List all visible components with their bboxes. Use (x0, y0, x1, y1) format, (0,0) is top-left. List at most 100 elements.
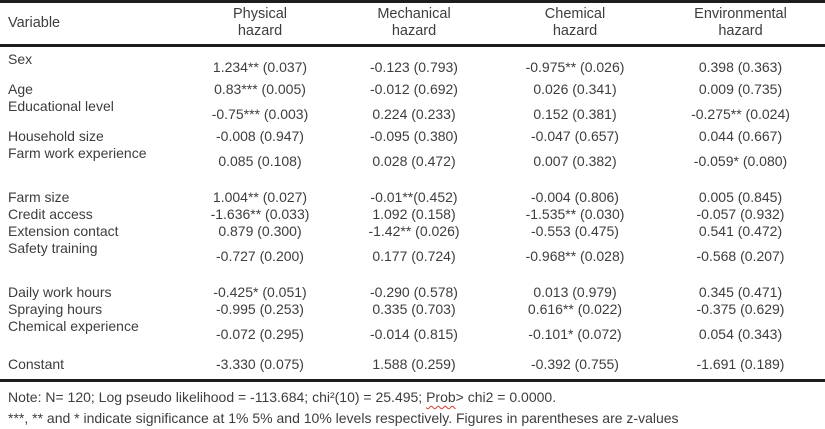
physical-hazard-cell: -0.995 (0.253) (216, 301, 304, 317)
table-notes: Note: N= 120; Log pseudo likelihood = -1… (0, 382, 825, 429)
spellchecked-word: Prob (426, 389, 456, 405)
column-header-environmental-hazard: Environmental hazard (656, 6, 825, 40)
chemical-hazard-cell: -0.047 (0.657) (531, 128, 619, 144)
column-header-line2: hazard (552, 23, 598, 39)
column-header-line2: hazard (237, 23, 283, 39)
physical-hazard-cell: 0.83*** (0.005) (214, 81, 306, 97)
column-header-line1: Mechanical (377, 6, 451, 22)
variable-label: Constant (8, 356, 65, 372)
chemical-hazard-cell: 0.026 (0.341) (533, 81, 617, 97)
table-row: Spraying hours -0.995 (0.253) 0.335 (0.7… (0, 301, 825, 317)
mechanical-hazard-cell: -1.42** (0.026) (368, 223, 460, 239)
chemical-hazard-cell: 0.616** (0.022) (527, 301, 623, 317)
table-row: Daily work hours -0.425* (0.051) -0.290 … (0, 284, 825, 300)
physical-hazard-cell: 0.085 (0.108) (218, 153, 302, 169)
variable-label: Household size (8, 128, 104, 144)
environmental-hazard-cell: -0.057 (0.932) (696, 206, 785, 222)
mechanical-hazard-cell: 0.224 (0.233) (372, 106, 456, 122)
mechanical-hazard-cell: -0.014 (0.815) (370, 326, 458, 342)
mechanical-hazard-cell: -0.012 (0.692) (370, 81, 458, 97)
chemical-hazard-cell: -0.392 (0.755) (531, 356, 619, 372)
mechanical-hazard-cell: 0.335 (0.703) (372, 301, 456, 317)
table-row: Age 0.83*** (0.005) -0.012 (0.692) 0.026… (0, 81, 825, 97)
chemical-hazard-cell: -1.535** (0.030) (525, 206, 625, 222)
mechanical-hazard-cell: 1.092 (0.158) (372, 206, 456, 222)
table-row: Educational level -0.75*** (0.003) 0.224… (0, 98, 825, 122)
note-text: > chi2 = 0.0000. (455, 389, 557, 405)
environmental-hazard-cell: 0.398 (0.363) (698, 59, 783, 75)
chemical-hazard-cell: -0.553 (0.475) (531, 223, 619, 239)
column-header-line1: Chemical (544, 6, 606, 22)
physical-hazard-cell: -0.425* (0.051) (213, 284, 307, 300)
mechanical-hazard-cell: 0.177 (0.724) (372, 248, 456, 264)
column-header-mechanical-hazard: Mechanical hazard (334, 6, 494, 40)
column-header-line2: hazard (391, 23, 437, 39)
column-header-line1: Physical (233, 6, 287, 22)
variable-label: Daily work hours (8, 284, 112, 300)
environmental-hazard-cell: -0.568 (0.207) (696, 248, 785, 264)
table-row: Farm work experience 0.085 (0.108) 0.028… (0, 145, 825, 169)
environmental-hazard-cell: -0.375 (0.629) (696, 301, 785, 317)
column-header-physical-hazard: Physical hazard (186, 6, 334, 40)
variable-label: Age (8, 81, 33, 97)
column-header-line1: Environmental (694, 6, 787, 22)
environmental-hazard-cell: -0.275** (0.024) (691, 106, 790, 122)
table-row: Constant -3.330 (0.075) 1.588 (0.259) -0… (0, 356, 825, 372)
physical-hazard-cell: -1.636** (0.033) (210, 206, 310, 222)
chemical-hazard-cell: -0.101* (0.072) (528, 326, 622, 342)
physical-hazard-cell: -3.330 (0.075) (216, 356, 304, 372)
physical-hazard-cell: -0.072 (0.295) (216, 326, 304, 342)
environmental-hazard-cell: -0.059* (0.080) (693, 153, 788, 169)
chemical-hazard-cell: 0.013 (0.979) (533, 284, 617, 300)
mechanical-hazard-cell: -0.123 (0.793) (370, 59, 458, 75)
variable-label: Credit access (8, 206, 93, 222)
physical-hazard-cell: -0.008 (0.947) (216, 128, 304, 144)
mechanical-hazard-cell: 0.028 (0.472) (372, 153, 456, 169)
note-line-1: Note: N= 120; Log pseudo likelihood = -1… (8, 387, 817, 408)
mechanical-hazard-cell: -0.290 (0.578) (370, 284, 458, 300)
physical-hazard-cell: 0.879 (0.300) (218, 223, 302, 239)
physical-hazard-cell: -0.75*** (0.003) (211, 106, 309, 122)
environmental-hazard-cell: 0.009 (0.735) (698, 81, 783, 97)
chemical-hazard-cell: 0.152 (0.381) (533, 106, 617, 122)
physical-hazard-cell: 1.004** (0.027) (212, 189, 308, 205)
variable-label: Safety training (8, 240, 98, 256)
table-row: Credit access -1.636** (0.033) 1.092 (0.… (0, 206, 825, 222)
environmental-hazard-cell: 0.054 (0.343) (698, 326, 783, 342)
table-row: Extension contact 0.879 (0.300) -1.42** … (0, 223, 825, 239)
chemical-hazard-cell: -0.975** (0.026) (525, 59, 625, 75)
environmental-hazard-cell: 0.541 (0.472) (698, 223, 783, 239)
mechanical-hazard-cell: -0.01**(0.452) (370, 189, 458, 205)
variable-label: Spraying hours (8, 301, 103, 317)
note-line-2: ***, ** and * indicate significance at 1… (8, 410, 679, 426)
variable-column-header: Variable (8, 14, 61, 31)
column-header-chemical-hazard: Chemical hazard (494, 6, 656, 40)
table-row: Farm size 1.004** (0.027) -0.01**(0.452)… (0, 189, 825, 205)
table-body: Sex 1.234** (0.037) -0.123 (0.793) -0.97… (0, 47, 825, 382)
mechanical-hazard-cell: -0.095 (0.380) (370, 128, 458, 144)
environmental-hazard-cell: 0.044 (0.667) (698, 128, 783, 144)
variable-label: Sex (8, 51, 33, 67)
chemical-hazard-cell: -0.004 (0.806) (531, 189, 619, 205)
chemical-hazard-cell: 0.007 (0.382) (533, 153, 617, 169)
table-row: Sex 1.234** (0.037) -0.123 (0.793) -0.97… (0, 51, 825, 75)
variable-label: Farm size (8, 189, 70, 205)
variable-label: Educational level (8, 98, 114, 114)
table-row: Safety training -0.727 (0.200) 0.177 (0.… (0, 240, 825, 264)
mechanical-hazard-cell: 1.588 (0.259) (372, 356, 456, 372)
variable-label: Extension contact (8, 223, 119, 239)
column-header-line2: hazard (718, 23, 763, 39)
table-row: Household size -0.008 (0.947) -0.095 (0.… (0, 128, 825, 144)
environmental-hazard-cell: 0.345 (0.471) (698, 284, 783, 300)
chemical-hazard-cell: -0.968** (0.028) (525, 248, 625, 264)
physical-hazard-cell: -0.727 (0.200) (216, 248, 304, 264)
table-row: Chemical experience -0.072 (0.295) -0.01… (0, 318, 825, 342)
variable-label: Chemical experience (8, 318, 139, 334)
table-header-row: Variable Physical hazard Mechanical haza… (0, 3, 825, 47)
physical-hazard-cell: 1.234** (0.037) (212, 59, 308, 75)
note-text: Note: N= 120; Log pseudo likelihood = -1… (8, 389, 427, 405)
environmental-hazard-cell: -1.691 (0.189) (696, 356, 785, 372)
variable-label: Farm work experience (8, 145, 147, 161)
environmental-hazard-cell: 0.005 (0.845) (698, 189, 783, 205)
